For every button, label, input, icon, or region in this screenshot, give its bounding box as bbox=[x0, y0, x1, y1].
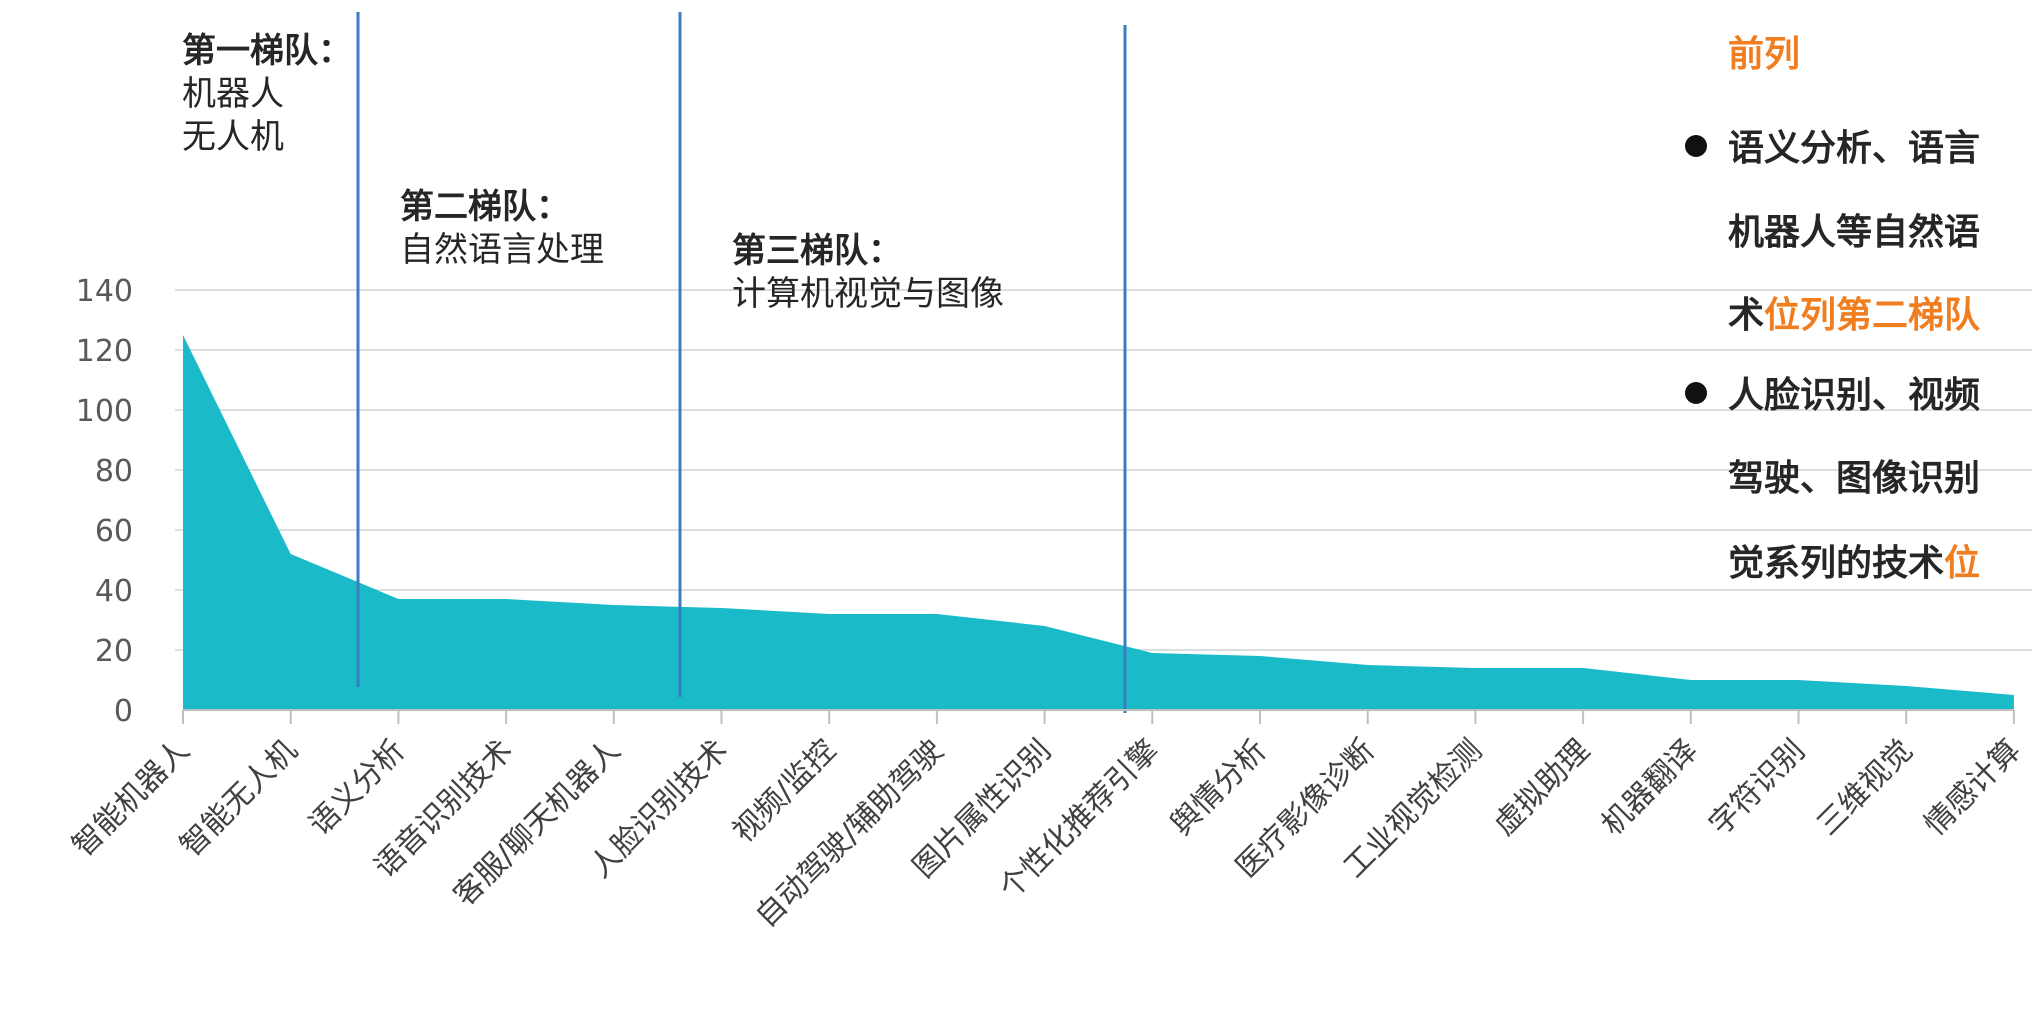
side-line: 觉系列的技术位 bbox=[1728, 543, 1980, 584]
tier-title: 第一梯队： bbox=[182, 31, 352, 71]
x-tick-label: 自动驾驶/辅助驾驶 bbox=[749, 733, 951, 935]
x-tick-label: 虚拟助理 bbox=[1487, 733, 1597, 843]
y-tick-label: 40 bbox=[95, 574, 133, 609]
bullet-dot bbox=[1685, 135, 1707, 157]
x-tick-label: 情感计算 bbox=[1918, 733, 2028, 843]
side-text-span: 语义分析、语言 bbox=[1728, 128, 1980, 169]
side-line: 语义分析、语言 bbox=[1728, 128, 1980, 169]
tier-title: 第三梯队： bbox=[732, 231, 902, 271]
tier-title: 第二梯队： bbox=[400, 187, 570, 227]
x-tick-label: 舆情分析 bbox=[1164, 733, 1274, 843]
side-text-span: 驾驶、图像识别 bbox=[1728, 458, 1980, 499]
y-tick-label: 20 bbox=[95, 634, 133, 669]
y-tick-label: 120 bbox=[76, 334, 133, 369]
tier-item: 机器人 bbox=[182, 74, 284, 114]
side-panel: 前列语义分析、语言机器人等自然语术位列第二梯队人脸识别、视频驾驶、图像识别觉系列… bbox=[1685, 34, 1981, 584]
x-tick-label: 智能机器人 bbox=[66, 733, 197, 864]
x-axis: 智能机器人智能无人机语义分析语音识别技术客服/聊天机器人人脸识别技术视频/监控自… bbox=[66, 709, 2028, 935]
side-text-span: 觉系列的技术 bbox=[1728, 543, 1944, 584]
x-tick-label: 三维视觉 bbox=[1810, 733, 1920, 843]
side-line: 机器人等自然语 bbox=[1728, 211, 1980, 253]
tier-item: 自然语言处理 bbox=[400, 230, 604, 270]
tier-item: 无人机 bbox=[182, 117, 284, 157]
y-tick-label: 60 bbox=[95, 514, 133, 549]
x-tick-label: 语义分析 bbox=[302, 733, 412, 843]
area-series bbox=[182, 334, 2014, 710]
y-axis: 0 20 40 60 80 100 120 140 bbox=[76, 274, 133, 729]
tier-dividers bbox=[356, 12, 1127, 713]
side-accent-text: 位 bbox=[1944, 543, 1980, 584]
side-accent-text: 位列第二梯队 bbox=[1764, 295, 1981, 336]
y-tick-label: 140 bbox=[76, 274, 133, 309]
x-tick-label: 字符识别 bbox=[1703, 733, 1813, 843]
x-tick-label: 智能无人机 bbox=[174, 733, 305, 864]
side-line: 驾驶、图像识别 bbox=[1728, 458, 1980, 499]
bullet-dot bbox=[1685, 382, 1707, 404]
y-tick-label: 100 bbox=[76, 394, 133, 429]
tier-item: 计算机视觉与图像 bbox=[732, 274, 1004, 314]
area-fill bbox=[183, 335, 2014, 710]
x-tick-label: 机器翻译 bbox=[1595, 733, 1705, 843]
side-text-span: 机器人等自然语 bbox=[1728, 211, 1980, 253]
side-line: 人脸识别、视频 bbox=[1728, 374, 1980, 416]
y-tick-label: 80 bbox=[95, 454, 133, 489]
grid-lines bbox=[175, 289, 2032, 651]
side-line: 术位列第二梯队 bbox=[1728, 295, 1981, 336]
side-heading: 前列 bbox=[1728, 34, 1800, 75]
side-text-span: 术 bbox=[1728, 295, 1764, 336]
y-tick-label: 0 bbox=[114, 694, 133, 729]
side-text-span: 人脸识别、视频 bbox=[1728, 374, 1980, 416]
